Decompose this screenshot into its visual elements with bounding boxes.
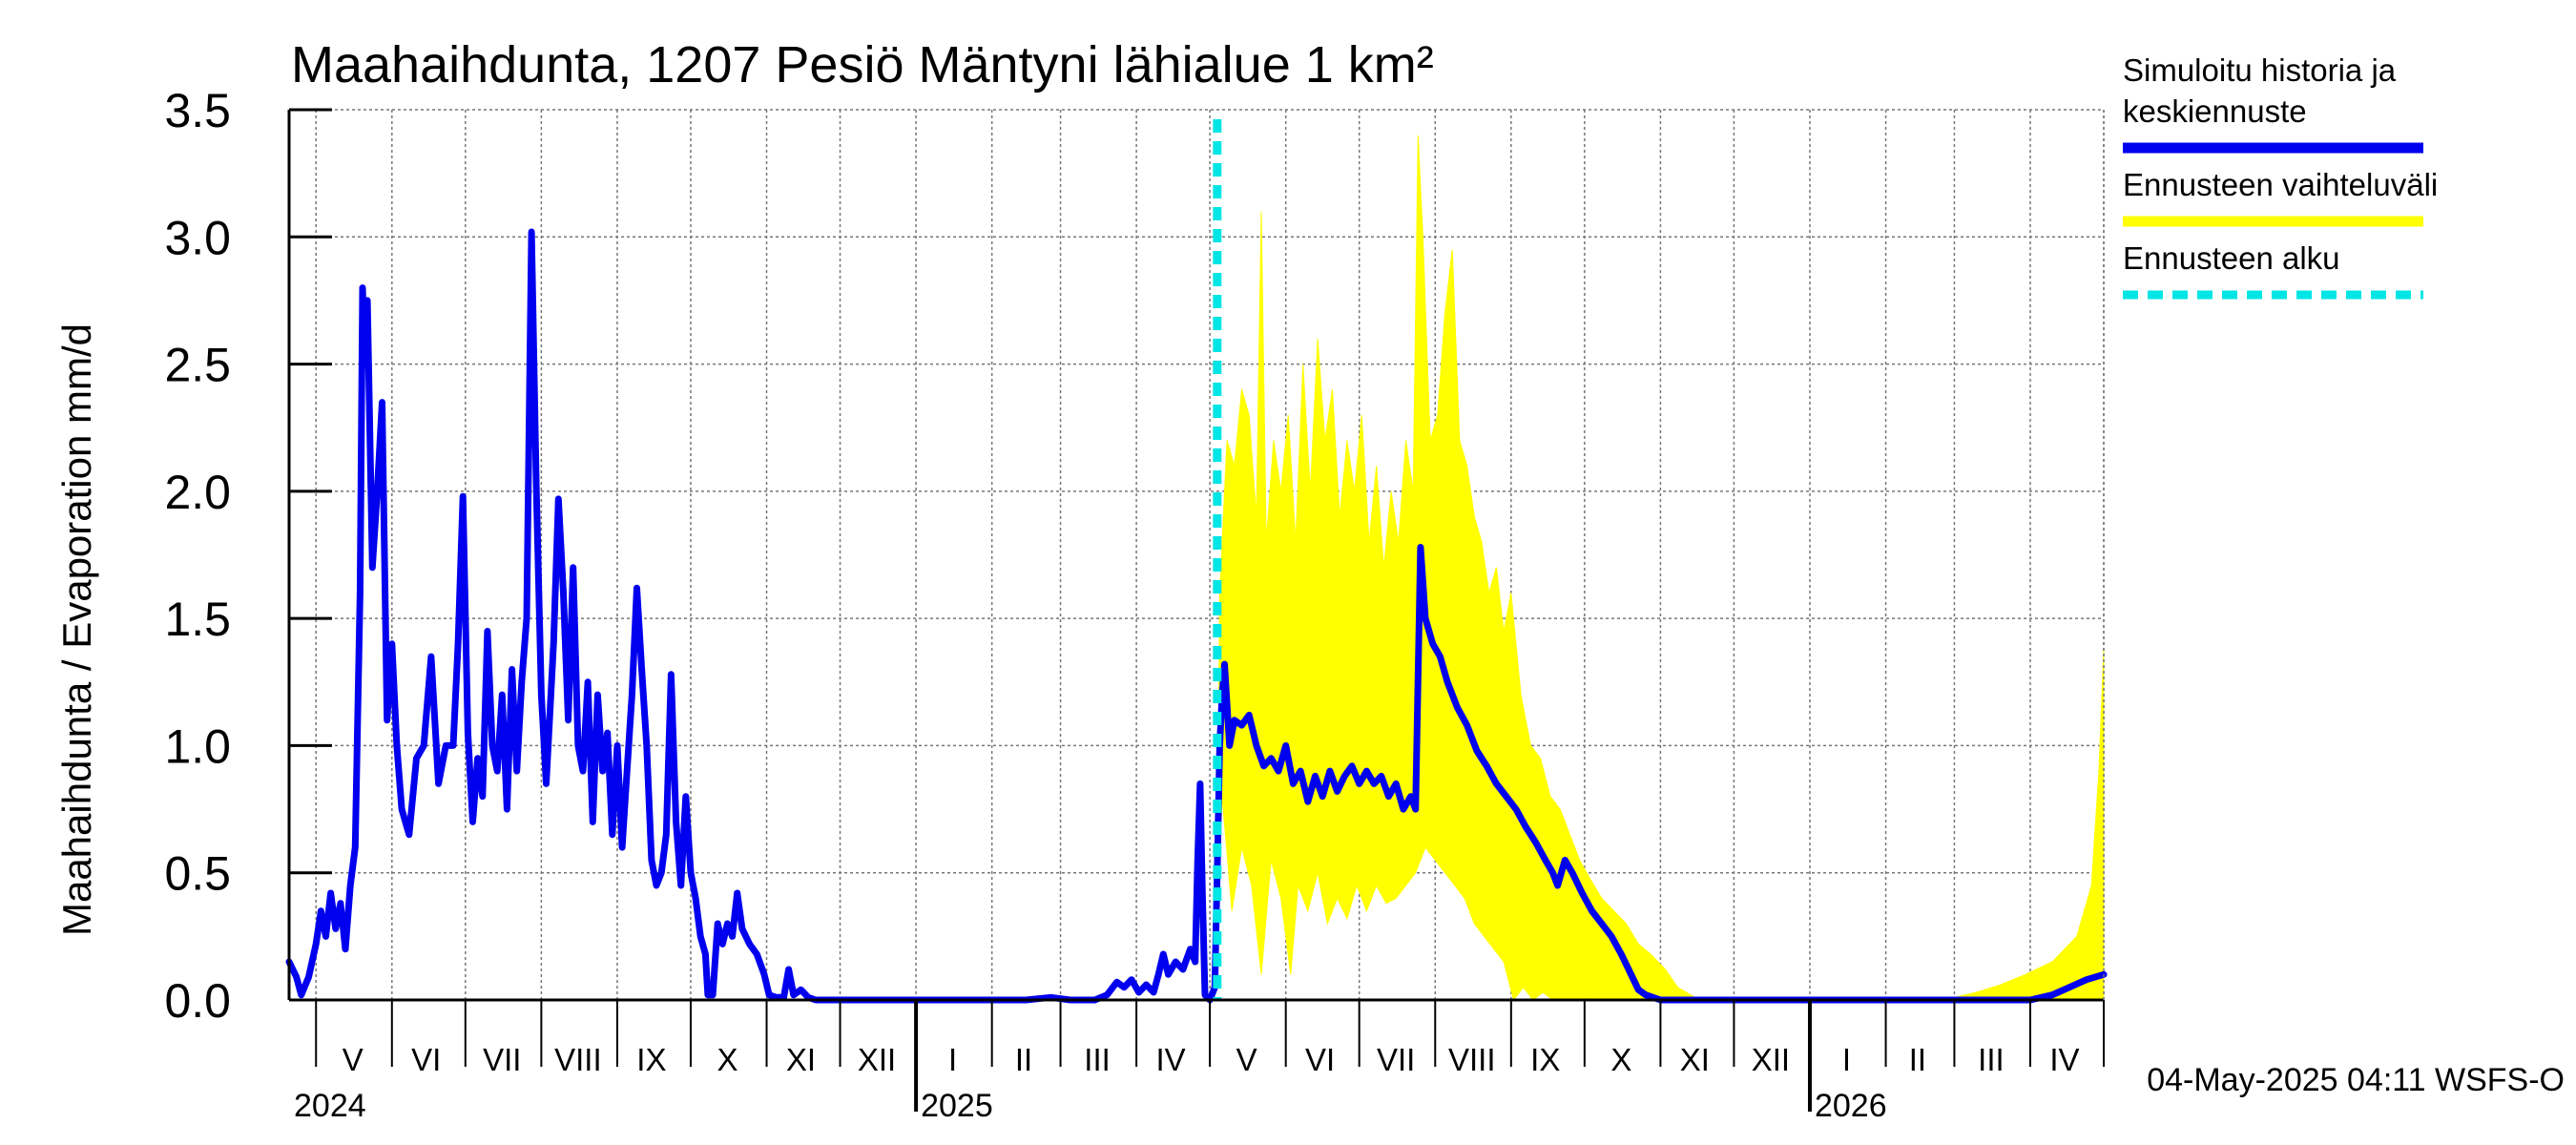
month-label: X: [717, 1042, 737, 1077]
month-label: I: [1842, 1042, 1851, 1077]
month-label: III: [1084, 1042, 1111, 1077]
y-axis-label: Maahaihdunta / Evaporation mm/d: [54, 323, 99, 936]
y-tick-label: 0.0: [164, 974, 231, 1028]
simulated-series-line: [285, 228, 2108, 1004]
legend: Simuloitu historia ja keskiennuste Ennuste…: [2123, 52, 2438, 300]
legend-label: Ennusteen vaihteluväli: [2123, 167, 2438, 202]
year-label: 2025: [921, 1088, 993, 1124]
y-tick-label: 2.5: [164, 339, 231, 392]
month-label: XII: [858, 1042, 896, 1077]
footer-timestamp: 04-May-2025 04:11 WSFS-O: [2147, 1062, 2565, 1098]
month-label: IV: [1155, 1042, 1185, 1077]
month-label: IX: [636, 1042, 666, 1077]
legend-label: Simuloitu historia ja: [2123, 52, 2397, 88]
y-tick-label: 2.0: [164, 466, 231, 519]
legend-label: Ennusteen alku: [2123, 240, 2340, 276]
chart-title: Maahaihdunta, 1207 Pesiö Mäntyni lähialu…: [291, 36, 1434, 94]
month-label: V: [1236, 1042, 1257, 1077]
y-axis-ticks: 0.0 0.5 1.0 1.5 2.0 2.5 3.0 3.5: [164, 84, 332, 1028]
month-label: IX: [1530, 1042, 1560, 1077]
y-tick-label: 3.5: [164, 84, 231, 137]
x-axis-labels: V VI VII VIII IX X XI XII I II III IV V VI VII VIII IX X X…: [294, 1000, 2105, 1124]
year-label: 2024: [294, 1088, 366, 1124]
month-label: IV: [2049, 1042, 2079, 1077]
y-tick-label: 0.5: [164, 847, 231, 901]
month-label: X: [1610, 1042, 1631, 1077]
y-tick-label: 1.5: [164, 593, 231, 646]
y-tick-label: 1.0: [164, 719, 231, 773]
month-label: V: [343, 1042, 364, 1077]
month-label: VI: [1305, 1042, 1335, 1077]
month-label: III: [1978, 1042, 2005, 1077]
month-label: VI: [411, 1042, 441, 1077]
month-label: II: [1909, 1042, 1926, 1077]
year-label: 2026: [1815, 1088, 1887, 1124]
forecast-range-area: [1216, 135, 2105, 1002]
forecast-range-band: [1216, 135, 2105, 1002]
plot-frame: [287, 110, 2105, 1002]
month-label: II: [1015, 1042, 1032, 1077]
month-label: XII: [1752, 1042, 1790, 1077]
month-label: VII: [483, 1042, 521, 1077]
month-label: XI: [786, 1042, 816, 1077]
month-label: I: [948, 1042, 957, 1077]
month-label: VIII: [1448, 1042, 1496, 1077]
y-tick-label: 3.0: [164, 211, 231, 264]
legend-label: keskiennuste: [2123, 94, 2307, 129]
simulated-history-line: [285, 228, 2108, 1004]
month-label: VII: [1377, 1042, 1415, 1077]
month-label: XI: [1680, 1042, 1710, 1077]
month-label: VIII: [554, 1042, 602, 1077]
